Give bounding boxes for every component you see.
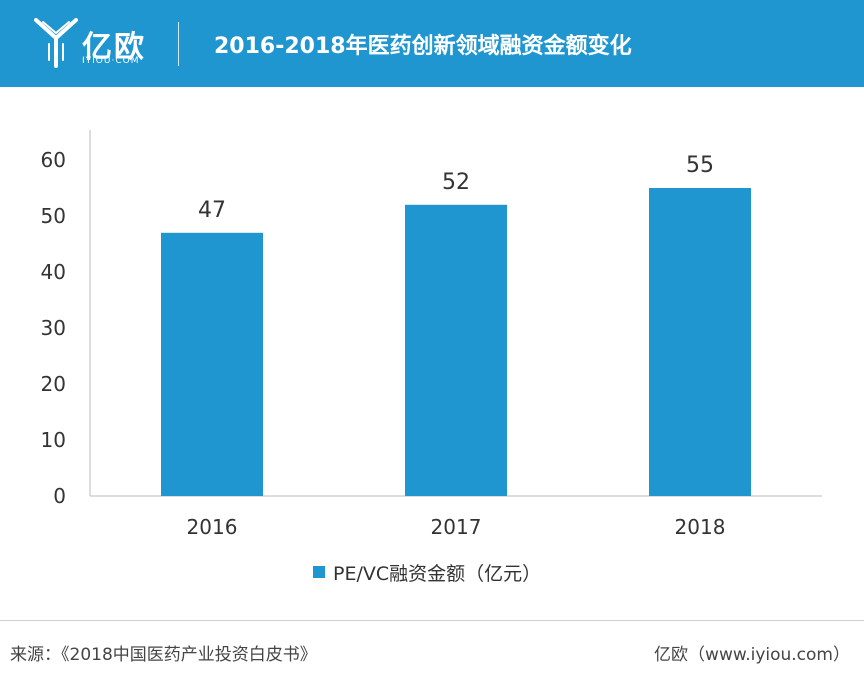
logo-subtext: IYIOU·COM: [82, 56, 140, 66]
bar-2016: [161, 232, 263, 497]
x-tick-label-2018: 2018: [675, 515, 726, 539]
header-divider: [178, 22, 179, 66]
bars-group: [161, 188, 751, 497]
footer-divider: [0, 620, 864, 621]
bar-chart: 0 10 20 30 40 50 60 47 52 55 2016 2017 2018: [41, 130, 822, 539]
data-label-2017: 52: [442, 170, 470, 195]
data-label-2016: 47: [198, 198, 226, 223]
brand-logo: 亿欧 IYIOU·COM: [34, 16, 154, 72]
x-tick-label-2016: 2016: [187, 515, 238, 539]
y-tick-label: 0: [53, 484, 66, 508]
chart-title: 2016-2018年医药创新领域融资金额变化: [214, 34, 632, 59]
y-tick-label: 30: [41, 316, 66, 340]
bar-2018: [649, 188, 751, 496]
source-note: 来源：《2018中国医药产业投资白皮书》: [10, 645, 317, 665]
x-tick-label-2017: 2017: [431, 515, 482, 539]
y-tick-label: 60: [41, 148, 66, 172]
logo-text: 亿欧: [82, 30, 146, 65]
site-credit: 亿欧（www.iyiou.com）: [654, 645, 850, 665]
y-tick-label: 20: [41, 372, 66, 396]
x-axis: 2016 2017 2018: [187, 515, 726, 539]
legend-swatch: [313, 566, 325, 578]
y-tick-label: 10: [41, 428, 66, 452]
data-label-2018: 55: [686, 153, 714, 178]
logo-mark-icon: [34, 18, 78, 68]
legend: PE/VC融资金额（亿元）: [313, 560, 542, 585]
data-labels-group: 47 52 55: [198, 153, 714, 223]
header-banner: 亿欧 IYIOU·COM 2016-2018年医药创新领域融资金额变化: [0, 0, 864, 87]
y-tick-label: 50: [41, 204, 66, 228]
bar-2017: [405, 204, 507, 497]
y-axis: 0 10 20 30 40 50 60: [41, 148, 66, 508]
legend-label: PE/VC融资金额（亿元）: [333, 562, 542, 585]
y-tick-label: 40: [41, 260, 66, 284]
